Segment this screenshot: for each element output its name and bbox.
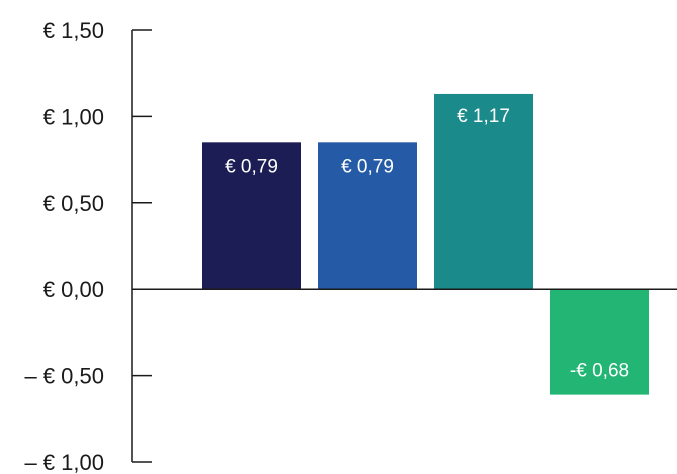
bar-data-labels: € 0,79 € 0,79 € 1,17 -€ 0,68 [225,106,629,382]
bar [318,142,417,290]
bar-value-label: € 0,79 [225,156,278,177]
y-tick-label: € 0,50 [43,191,104,216]
bar [550,289,649,395]
y-tick-label: € 1,50 [43,18,104,43]
y-axis-ticks: € 1,50 € 1,00 € 0,50 € 0,00 – € 0,50 – € 1,00 [24,18,152,474]
bar [202,142,301,290]
y-tick-label: € 0,00 [43,277,104,302]
bars [202,93,649,395]
y-tick-label: – € 1,00 [24,450,104,474]
y-tick-label: € 1,00 [43,104,104,129]
bar-value-label: € 1,17 [457,106,510,127]
bar-value-label: € 0,79 [341,156,394,177]
y-tick-label: – € 0,50 [24,364,104,389]
bar [434,93,533,290]
bar-value-label: -€ 0,68 [570,361,629,382]
